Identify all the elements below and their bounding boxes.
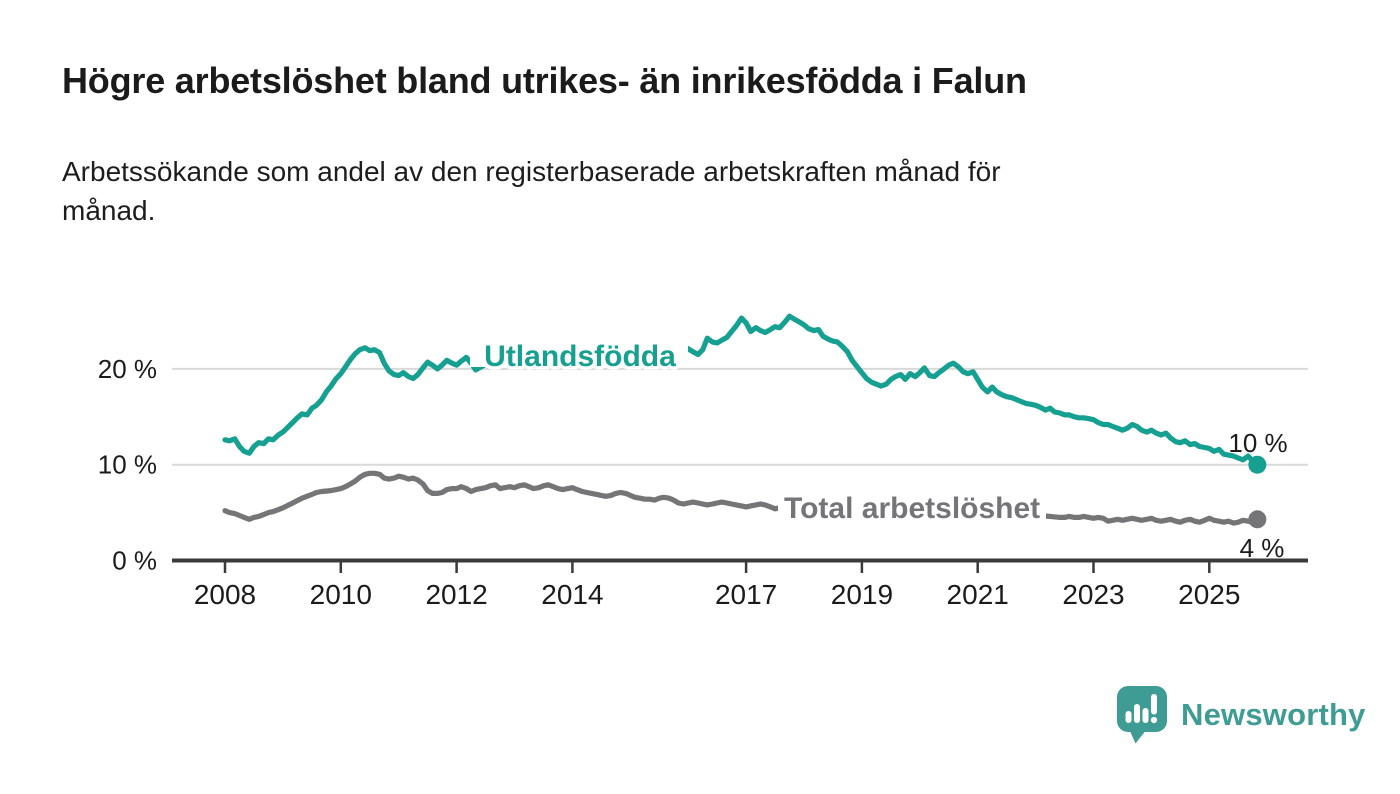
x-tick-label-2014: 2014 (541, 579, 603, 610)
x-tick-label-2019: 2019 (831, 579, 893, 610)
y-tick-label-20: 20 % (98, 354, 157, 384)
y-tick-label-0: 0 % (112, 546, 157, 576)
logo-exclamation-dot (1150, 716, 1158, 724)
end-label-total-arbetsloshet: 4 % (1240, 533, 1285, 563)
y-tick-label-10: 10 % (98, 450, 157, 480)
x-tick-label-2017: 2017 (715, 579, 777, 610)
x-tick-label-2010: 2010 (310, 579, 372, 610)
series-label-utlandsfodda: Utlandsfödda (484, 340, 676, 373)
utlandsfodda-end-dot (1248, 455, 1267, 474)
page-title: Högre arbetslöshet bland utrikes- än inr… (62, 60, 1027, 101)
total-arbetsloshet-end-dot (1248, 510, 1267, 529)
end-label-utlandsfodda: 10 % (1228, 428, 1287, 458)
logo-bar-1 (1125, 711, 1132, 723)
series-label-total-arbetsloshet-mask (778, 496, 1046, 525)
logo-bar-3 (1142, 708, 1149, 723)
series-label-utlandsfodda-mask (470, 334, 688, 367)
x-tick-label-2025: 2025 (1178, 579, 1240, 610)
logo-exclamation-bar (1151, 694, 1157, 715)
newsworthy-brand[interactable]: Newsworthy (1116, 684, 1366, 746)
newsworthy-logo-icon (1117, 686, 1167, 744)
chart-subtitle: Arbetssökande som andel av den registerb… (62, 156, 1001, 226)
series-label-total-arbetsloshet: Total arbetslöshet (784, 492, 1040, 525)
x-tick-label-2023: 2023 (1062, 579, 1124, 610)
newsworthy-logo-text: Newsworthy (1181, 697, 1366, 732)
x-tick-label-2008: 2008 (194, 579, 256, 610)
logo-bar-2 (1134, 704, 1140, 723)
x-tick-label-2012: 2012 (425, 579, 487, 610)
total-arbetsloshet-line (222, 470, 1260, 526)
x-tick-label-2021: 2021 (947, 579, 1009, 610)
utlandsfodda-line (222, 313, 1260, 468)
